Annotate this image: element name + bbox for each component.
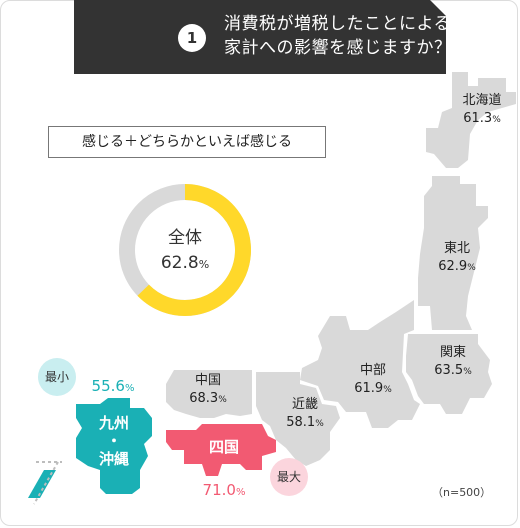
donut-value-wrap: 62.8% <box>140 250 230 278</box>
region-value-wrap-tohoku: 62.9% <box>432 258 482 277</box>
region-name-kinki: 近畿 <box>291 397 318 412</box>
region-shape-shikoku <box>166 424 276 476</box>
region-unit-kinki: % <box>315 419 324 429</box>
region-value-wrap-kyushu: 55.6% <box>78 376 148 395</box>
region-value-chugoku: 68.3 <box>189 391 219 406</box>
region-value-wrap-kanto: 63.5% <box>428 362 478 381</box>
region-name-kyushu-2: 沖縄 <box>98 450 129 468</box>
region-shape-kanto <box>406 334 492 414</box>
label-tohoku: 東北 62.9% <box>432 240 482 277</box>
region-shape-kinki <box>256 372 340 466</box>
region-name-tohoku: 東北 <box>443 241 470 256</box>
region-value-wrap-shikoku: 71.0% <box>184 480 264 499</box>
region-shape-chubu <box>300 300 420 428</box>
label-hokkaido: 北海道 61.3% <box>454 92 510 129</box>
region-name-kyushu: 九州 ・ 沖縄 <box>94 414 134 468</box>
region-unit-kanto: % <box>463 367 472 377</box>
region-name-kyushu-1: 九州 <box>98 414 129 432</box>
donut-unit: % <box>198 258 210 271</box>
region-name-hokkaido: 北海道 <box>462 93 502 108</box>
question-number-badge: 1 <box>178 24 206 52</box>
region-name-chugoku: 中国 <box>194 373 221 388</box>
label-chugoku: 中国 68.3% <box>180 372 236 409</box>
label-kanto: 関東 63.5% <box>428 344 478 381</box>
region-name-shikoku: 四国 <box>208 438 239 456</box>
min-badge-label: 最小 <box>44 370 69 384</box>
donut-value: 62.8 <box>160 253 199 273</box>
region-value-tohoku: 62.9 <box>438 259 468 274</box>
region-value-shikoku: 71.0 <box>202 481 236 499</box>
region-unit-tohoku: % <box>467 263 476 273</box>
label-kinki: 近畿 58.1% <box>278 396 332 433</box>
region-unit-shikoku: % <box>235 487 246 498</box>
region-shape-chugoku <box>166 370 252 418</box>
region-value-chubu: 61.9 <box>354 381 384 396</box>
sample-size-note: （n=500） <box>432 486 492 499</box>
region-name-kanto: 関東 <box>439 345 466 360</box>
region-unit-kyushu: % <box>124 383 135 394</box>
donut-label-title: 全体 <box>168 228 202 248</box>
region-value-wrap-kinki: 58.1% <box>278 414 332 433</box>
region-value-kyushu: 55.6 <box>91 377 125 395</box>
min-badge: 最小 <box>38 358 76 396</box>
question-title: 消費税が増税したことによる 家計への影響を感じますか？ <box>224 12 452 60</box>
region-unit-chugoku: % <box>218 395 227 405</box>
region-shape-tohoku <box>418 176 488 330</box>
region-unit-chubu: % <box>383 385 392 395</box>
region-shape-hokkaido <box>426 72 516 168</box>
region-value-wrap-chubu: 61.9% <box>346 380 400 399</box>
banner-shape <box>74 0 446 74</box>
question-title-line2: 家計への影響を感じますか？ <box>224 38 452 58</box>
question-banner: 1 消費税が増税したことによる 家計への影響を感じますか？ <box>74 0 451 74</box>
region-shape-okinawa <box>28 470 56 498</box>
question-title-line1: 消費税が増税したことによる <box>224 14 451 34</box>
region-value-kinki: 58.1 <box>286 415 316 430</box>
okinawa-inset-line <box>33 461 59 505</box>
metric-caption: 感じる＋どちらかといえば感じる <box>48 126 326 158</box>
region-value-wrap-hokkaido: 61.3% <box>454 110 510 129</box>
region-value-wrap-chugoku: 68.3% <box>180 390 236 409</box>
region-name-kyushu-dot: ・ <box>106 432 122 450</box>
donut-value-arc <box>137 184 251 316</box>
region-value-hokkaido: 61.3 <box>463 111 493 126</box>
label-chubu: 中部 61.9% <box>346 362 400 399</box>
max-badge: 最大 <box>270 458 308 496</box>
region-name-chubu: 中部 <box>359 363 386 378</box>
region-unit-hokkaido: % <box>492 115 501 125</box>
region-value-kanto: 63.5 <box>434 363 464 378</box>
max-badge-label: 最大 <box>276 470 301 484</box>
region-shape-kyushu <box>76 398 152 494</box>
donut-center-label: 全体 62.8% <box>140 226 230 278</box>
